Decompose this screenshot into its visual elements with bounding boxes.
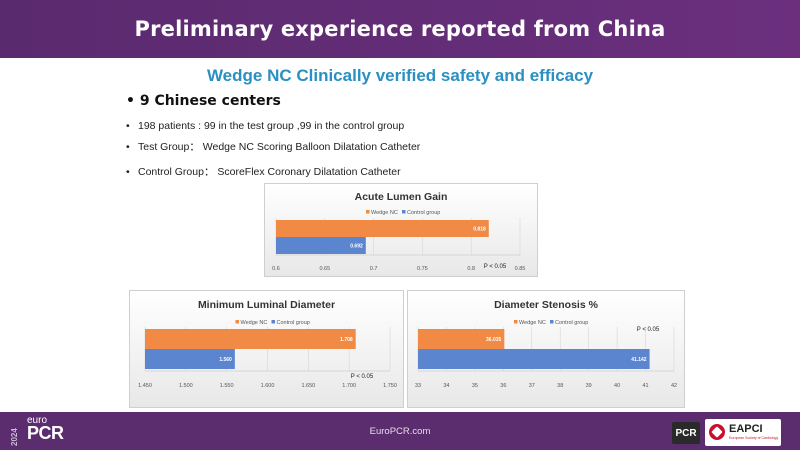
eapci-text: EAPCI — [729, 423, 763, 435]
tick-label: 1.550 — [220, 383, 234, 389]
bar — [145, 329, 356, 349]
p-value-annotation: P < 0.05 — [484, 264, 507, 270]
tick-label: 36 — [500, 383, 506, 389]
bullet-main: • 9 Chinese centers — [126, 93, 281, 109]
tick-label: 1.700 — [342, 383, 356, 389]
eapci-subtext: European Society of Cardiology — [729, 436, 779, 440]
chart-svg: Wedge NC Control group 0.818 0.692 0.6 0.65 0.… — [272, 210, 526, 272]
legend-label: Control group — [407, 210, 440, 216]
legend-swatch — [271, 320, 275, 324]
eapci-logo: EAPCI European Society of Cardiology — [705, 419, 781, 446]
bullet-symbol: • — [126, 141, 130, 153]
bar-value-label: 0.692 — [350, 244, 363, 250]
bullet-symbol: • — [126, 166, 130, 178]
bullet-symbol: • — [126, 120, 130, 132]
bullet-text: 198 patients : 99 in the test group ,99 … — [138, 120, 405, 132]
tick-label: 35 — [472, 383, 478, 389]
tick-label: 0.6 — [272, 266, 280, 272]
chart-diameter-stenosis: Diameter Stenosis % Wedge NC Control grou… — [407, 290, 685, 408]
slide-title: Preliminary experience reported from Chi… — [134, 17, 666, 41]
tick-label: 1.750 — [383, 383, 397, 389]
tick-label: 0.8 — [467, 266, 475, 272]
tick-label: 38 — [557, 383, 563, 389]
legend-swatch — [366, 210, 370, 214]
tick-label: 42 — [671, 383, 677, 389]
tick-label: 40 — [614, 383, 620, 389]
legend-label: Wedge NC — [519, 320, 546, 326]
tick-label: 1.450 — [138, 383, 152, 389]
tick-label: 0.75 — [417, 266, 428, 272]
p-value-annotation: P < 0.05 — [637, 327, 660, 333]
tick-label: 1.500 — [179, 383, 193, 389]
slide-subtitle: Wedge NC Clinically verified safety and … — [206, 66, 594, 85]
legend-label: Wedge NC — [241, 320, 268, 326]
tick-label: 39 — [586, 383, 592, 389]
bar — [418, 349, 650, 369]
tick-label: 0.7 — [370, 266, 378, 272]
legend-label: Control group — [277, 320, 310, 326]
bar-value-label: 0.818 — [473, 227, 486, 233]
legend-label: Wedge NC — [371, 210, 398, 216]
legend-swatch — [514, 320, 518, 324]
footer-url[interactable]: EuroPCR.com — [369, 426, 431, 437]
bar — [276, 237, 366, 254]
bullet-item: • Control Group： ScoreFlex Coronary Dilat… — [126, 164, 401, 179]
legend-label: Control group — [555, 320, 588, 326]
bar — [418, 329, 505, 349]
bullet-item: • 198 patients : 99 in the test group ,99… — [126, 120, 404, 132]
tick-label: 0.65 — [319, 266, 330, 272]
tick-label: 0.85 — [515, 266, 526, 272]
title-banner: Preliminary experience reported from Chi… — [0, 0, 800, 58]
bullet-symbol: • — [126, 93, 135, 109]
bar — [145, 349, 235, 369]
bar-value-label: 1.708 — [340, 337, 353, 343]
legend-swatch — [550, 320, 554, 324]
chart-svg: Wedge NC Control group 36.035 41.142 33 34 35 3… — [415, 320, 677, 389]
p-value-annotation: P < 0.05 — [351, 374, 374, 380]
chart-title: Diameter Stenosis % — [494, 299, 598, 311]
bar — [276, 220, 489, 237]
bar-value-label: 41.142 — [631, 357, 647, 363]
tick-label: 37 — [529, 383, 535, 389]
logo-euro: euro — [27, 415, 48, 426]
legend-swatch — [402, 210, 406, 214]
bullet-main-text: 9 Chinese centers — [139, 93, 281, 109]
bullet-text: Test Group： Wedge NC Scoring Balloon Dil… — [138, 141, 421, 153]
footer-band — [0, 412, 800, 450]
chart-acute-lumen-gain: Acute Lumen Gain Wedge NC Control group 0.… — [264, 183, 538, 277]
chart-title: Minimum Luminal Diameter — [197, 299, 336, 311]
legend-swatch — [235, 320, 239, 324]
tick-label: 41 — [642, 383, 648, 389]
bullet-item: • Test Group： Wedge NC Scoring Balloon Di… — [126, 139, 420, 154]
tick-label: 1.600 — [261, 383, 275, 389]
europcr-logo: PCR — [27, 423, 64, 443]
tick-label: 33 — [415, 383, 421, 389]
chart-title: Acute Lumen Gain — [354, 191, 448, 203]
bar-value-label: 36.035 — [486, 337, 502, 343]
bullet-text: Control Group： ScoreFlex Coronary Dilata… — [138, 166, 401, 178]
chart-minimum-luminal-diameter: Minimum Luminal Diameter Wedge NC Control… — [129, 290, 404, 408]
pcr-badge-logo: PCR — [672, 422, 700, 444]
chart-svg: Wedge NC Control group 1.708 1.560 1.450 1.50… — [138, 320, 397, 389]
tick-label: 1.650 — [301, 383, 315, 389]
tick-label: 34 — [443, 383, 449, 389]
heart-icon — [709, 424, 725, 440]
bar-value-label: 1.560 — [219, 357, 232, 363]
